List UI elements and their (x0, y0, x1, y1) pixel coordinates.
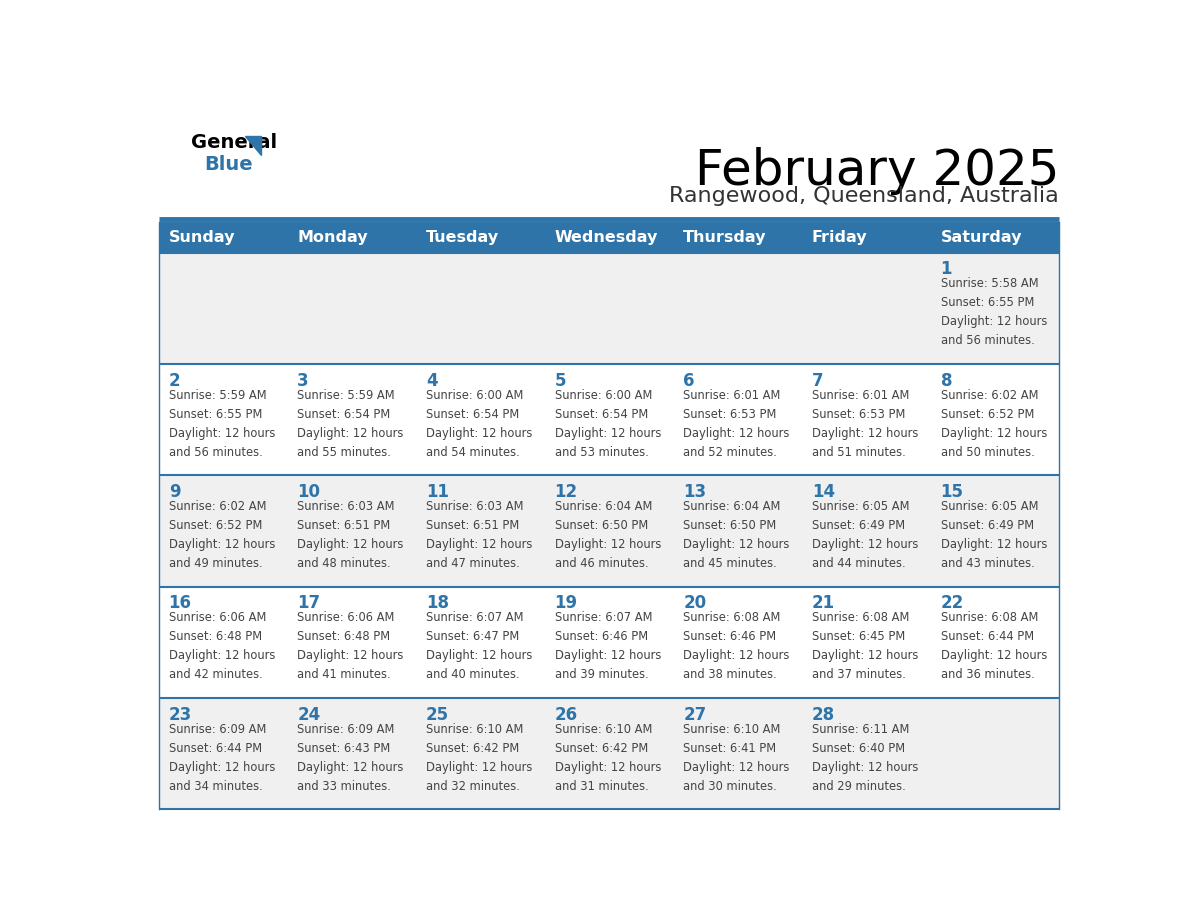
Text: 3: 3 (297, 372, 309, 389)
Text: Sunrise: 6:03 AM
Sunset: 6:51 PM
Daylight: 12 hours
and 47 minutes.: Sunrise: 6:03 AM Sunset: 6:51 PM Dayligh… (426, 500, 532, 570)
Text: 11: 11 (426, 483, 449, 501)
Bar (158, 364, 1060, 476)
Text: Sunrise: 6:07 AM
Sunset: 6:46 PM
Daylight: 12 hours
and 39 minutes.: Sunrise: 6:07 AM Sunset: 6:46 PM Dayligh… (555, 611, 661, 681)
Text: 9: 9 (169, 483, 181, 501)
Bar (158, 222, 1060, 252)
Text: Tuesday: Tuesday (426, 230, 499, 245)
Text: Sunrise: 6:05 AM
Sunset: 6:49 PM
Daylight: 12 hours
and 44 minutes.: Sunrise: 6:05 AM Sunset: 6:49 PM Dayligh… (811, 500, 918, 570)
Text: Thursday: Thursday (683, 230, 766, 245)
Text: Sunrise: 6:10 AM
Sunset: 6:42 PM
Daylight: 12 hours
and 32 minutes.: Sunrise: 6:10 AM Sunset: 6:42 PM Dayligh… (426, 722, 532, 792)
Text: 12: 12 (555, 483, 577, 501)
Text: 1: 1 (941, 261, 952, 278)
Text: 19: 19 (555, 594, 577, 612)
Text: 16: 16 (169, 594, 191, 612)
Text: Sunrise: 6:04 AM
Sunset: 6:50 PM
Daylight: 12 hours
and 46 minutes.: Sunrise: 6:04 AM Sunset: 6:50 PM Dayligh… (555, 500, 661, 570)
Bar (158, 252, 1060, 364)
Text: Sunrise: 6:05 AM
Sunset: 6:49 PM
Daylight: 12 hours
and 43 minutes.: Sunrise: 6:05 AM Sunset: 6:49 PM Dayligh… (941, 500, 1047, 570)
Text: Sunrise: 6:03 AM
Sunset: 6:51 PM
Daylight: 12 hours
and 48 minutes.: Sunrise: 6:03 AM Sunset: 6:51 PM Dayligh… (297, 500, 404, 570)
Text: 22: 22 (941, 594, 963, 612)
Text: Monday: Monday (297, 230, 368, 245)
Text: Sunrise: 5:59 AM
Sunset: 6:55 PM
Daylight: 12 hours
and 56 minutes.: Sunrise: 5:59 AM Sunset: 6:55 PM Dayligh… (169, 388, 276, 459)
Text: Sunrise: 6:08 AM
Sunset: 6:45 PM
Daylight: 12 hours
and 37 minutes.: Sunrise: 6:08 AM Sunset: 6:45 PM Dayligh… (811, 611, 918, 681)
Text: Sunrise: 6:01 AM
Sunset: 6:53 PM
Daylight: 12 hours
and 51 minutes.: Sunrise: 6:01 AM Sunset: 6:53 PM Dayligh… (811, 388, 918, 459)
Text: Blue: Blue (204, 155, 253, 174)
Text: 28: 28 (811, 706, 835, 723)
Text: General: General (191, 133, 277, 152)
Text: Friday: Friday (811, 230, 867, 245)
Text: Sunrise: 6:01 AM
Sunset: 6:53 PM
Daylight: 12 hours
and 52 minutes.: Sunrise: 6:01 AM Sunset: 6:53 PM Dayligh… (683, 388, 790, 459)
Text: Rangewood, Queensland, Australia: Rangewood, Queensland, Australia (669, 185, 1060, 206)
Text: Sunrise: 5:59 AM
Sunset: 6:54 PM
Daylight: 12 hours
and 55 minutes.: Sunrise: 5:59 AM Sunset: 6:54 PM Dayligh… (297, 388, 404, 459)
Text: 14: 14 (811, 483, 835, 501)
Text: 4: 4 (426, 372, 437, 389)
Text: Sunrise: 5:58 AM
Sunset: 6:55 PM
Daylight: 12 hours
and 56 minutes.: Sunrise: 5:58 AM Sunset: 6:55 PM Dayligh… (941, 277, 1047, 347)
Text: Sunday: Sunday (169, 230, 235, 245)
Text: 21: 21 (811, 594, 835, 612)
Text: 26: 26 (555, 706, 577, 723)
Text: Sunrise: 6:00 AM
Sunset: 6:54 PM
Daylight: 12 hours
and 53 minutes.: Sunrise: 6:00 AM Sunset: 6:54 PM Dayligh… (555, 388, 661, 459)
Text: 2: 2 (169, 372, 181, 389)
Text: 8: 8 (941, 372, 952, 389)
Text: February 2025: February 2025 (695, 147, 1060, 196)
Text: 20: 20 (683, 594, 707, 612)
Text: 18: 18 (426, 594, 449, 612)
Bar (158, 698, 1060, 810)
Text: Sunrise: 6:11 AM
Sunset: 6:40 PM
Daylight: 12 hours
and 29 minutes.: Sunrise: 6:11 AM Sunset: 6:40 PM Dayligh… (811, 722, 918, 792)
Bar (158, 587, 1060, 698)
Text: Sunrise: 6:06 AM
Sunset: 6:48 PM
Daylight: 12 hours
and 41 minutes.: Sunrise: 6:06 AM Sunset: 6:48 PM Dayligh… (297, 611, 404, 681)
Text: 7: 7 (811, 372, 823, 389)
Text: Sunrise: 6:08 AM
Sunset: 6:46 PM
Daylight: 12 hours
and 38 minutes.: Sunrise: 6:08 AM Sunset: 6:46 PM Dayligh… (683, 611, 790, 681)
Text: Sunrise: 6:00 AM
Sunset: 6:54 PM
Daylight: 12 hours
and 54 minutes.: Sunrise: 6:00 AM Sunset: 6:54 PM Dayligh… (426, 388, 532, 459)
Text: Sunrise: 6:02 AM
Sunset: 6:52 PM
Daylight: 12 hours
and 49 minutes.: Sunrise: 6:02 AM Sunset: 6:52 PM Dayligh… (169, 500, 276, 570)
Text: 13: 13 (683, 483, 707, 501)
Text: Sunrise: 6:10 AM
Sunset: 6:41 PM
Daylight: 12 hours
and 30 minutes.: Sunrise: 6:10 AM Sunset: 6:41 PM Dayligh… (683, 722, 790, 792)
Polygon shape (245, 136, 261, 155)
Text: Sunrise: 6:10 AM
Sunset: 6:42 PM
Daylight: 12 hours
and 31 minutes.: Sunrise: 6:10 AM Sunset: 6:42 PM Dayligh… (555, 722, 661, 792)
Text: 17: 17 (297, 594, 321, 612)
Text: 23: 23 (169, 706, 192, 723)
Bar (158, 476, 1060, 587)
Text: Sunrise: 6:06 AM
Sunset: 6:48 PM
Daylight: 12 hours
and 42 minutes.: Sunrise: 6:06 AM Sunset: 6:48 PM Dayligh… (169, 611, 276, 681)
Text: Sunrise: 6:09 AM
Sunset: 6:43 PM
Daylight: 12 hours
and 33 minutes.: Sunrise: 6:09 AM Sunset: 6:43 PM Dayligh… (297, 722, 404, 792)
Text: Sunrise: 6:02 AM
Sunset: 6:52 PM
Daylight: 12 hours
and 50 minutes.: Sunrise: 6:02 AM Sunset: 6:52 PM Dayligh… (941, 388, 1047, 459)
Text: 25: 25 (426, 706, 449, 723)
Text: Sunrise: 6:04 AM
Sunset: 6:50 PM
Daylight: 12 hours
and 45 minutes.: Sunrise: 6:04 AM Sunset: 6:50 PM Dayligh… (683, 500, 790, 570)
Text: Sunrise: 6:08 AM
Sunset: 6:44 PM
Daylight: 12 hours
and 36 minutes.: Sunrise: 6:08 AM Sunset: 6:44 PM Dayligh… (941, 611, 1047, 681)
Text: Sunrise: 6:07 AM
Sunset: 6:47 PM
Daylight: 12 hours
and 40 minutes.: Sunrise: 6:07 AM Sunset: 6:47 PM Dayligh… (426, 611, 532, 681)
Text: Sunrise: 6:09 AM
Sunset: 6:44 PM
Daylight: 12 hours
and 34 minutes.: Sunrise: 6:09 AM Sunset: 6:44 PM Dayligh… (169, 722, 276, 792)
Text: 6: 6 (683, 372, 695, 389)
Text: 15: 15 (941, 483, 963, 501)
Text: 27: 27 (683, 706, 707, 723)
Text: 24: 24 (297, 706, 321, 723)
Text: 10: 10 (297, 483, 321, 501)
Text: Saturday: Saturday (941, 230, 1022, 245)
Text: 5: 5 (555, 372, 567, 389)
Text: Wednesday: Wednesday (555, 230, 658, 245)
